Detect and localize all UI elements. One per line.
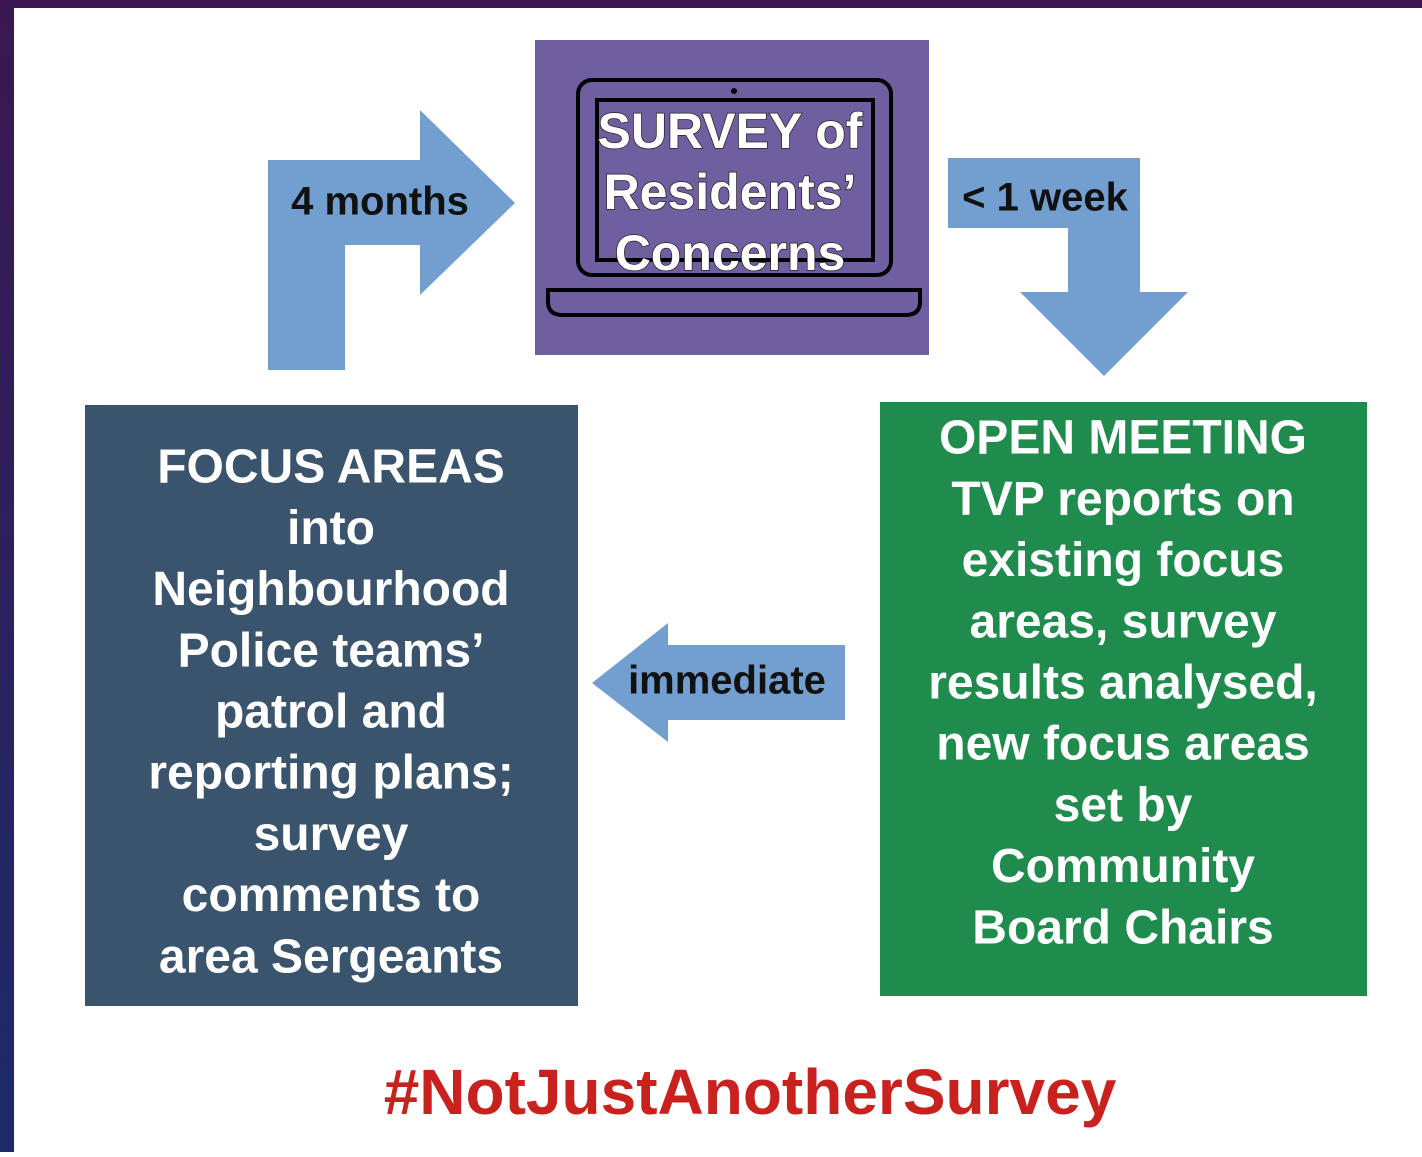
focus-text: Police teams’ [178, 624, 485, 677]
survey-text: SURVEY of [598, 103, 863, 159]
focus-text: reporting plans; [148, 747, 513, 800]
focus-text: into [287, 502, 375, 555]
meeting-text: set by [1054, 779, 1193, 832]
meeting-text: areas, survey [970, 595, 1277, 648]
focus-text: patrol and [215, 685, 447, 738]
meeting-text: Board Chairs [972, 901, 1273, 954]
arrow-label: immediate [628, 659, 826, 703]
focus-text: comments to [182, 869, 481, 922]
focus-text: area Sergeants [159, 930, 503, 983]
focus-text: survey [254, 808, 409, 861]
meeting-text: TVP reports on [951, 473, 1294, 526]
diagram: SURVEY ofResidents’Concerns FOCUS AREAS in… [0, 0, 1422, 1152]
meeting-text: new focus areas [936, 718, 1310, 771]
survey-text: Concerns [615, 225, 846, 281]
focus-text: Neighbourhood [152, 563, 509, 616]
arrow-label: < 1 week [962, 176, 1128, 220]
meeting-text: existing focus [962, 534, 1285, 587]
meeting-text: OPEN MEETING [939, 412, 1307, 465]
arrow-label: 4 months [291, 180, 469, 224]
survey-text: Residents’ [604, 164, 857, 220]
meeting-text: results analysed, [928, 656, 1318, 709]
meeting-text: Community [991, 840, 1255, 893]
hashtag: #NotJustAnotherSurvey [384, 1056, 1117, 1128]
laptop-camera [731, 88, 737, 94]
focus-text: FOCUS AREAS [157, 441, 505, 494]
